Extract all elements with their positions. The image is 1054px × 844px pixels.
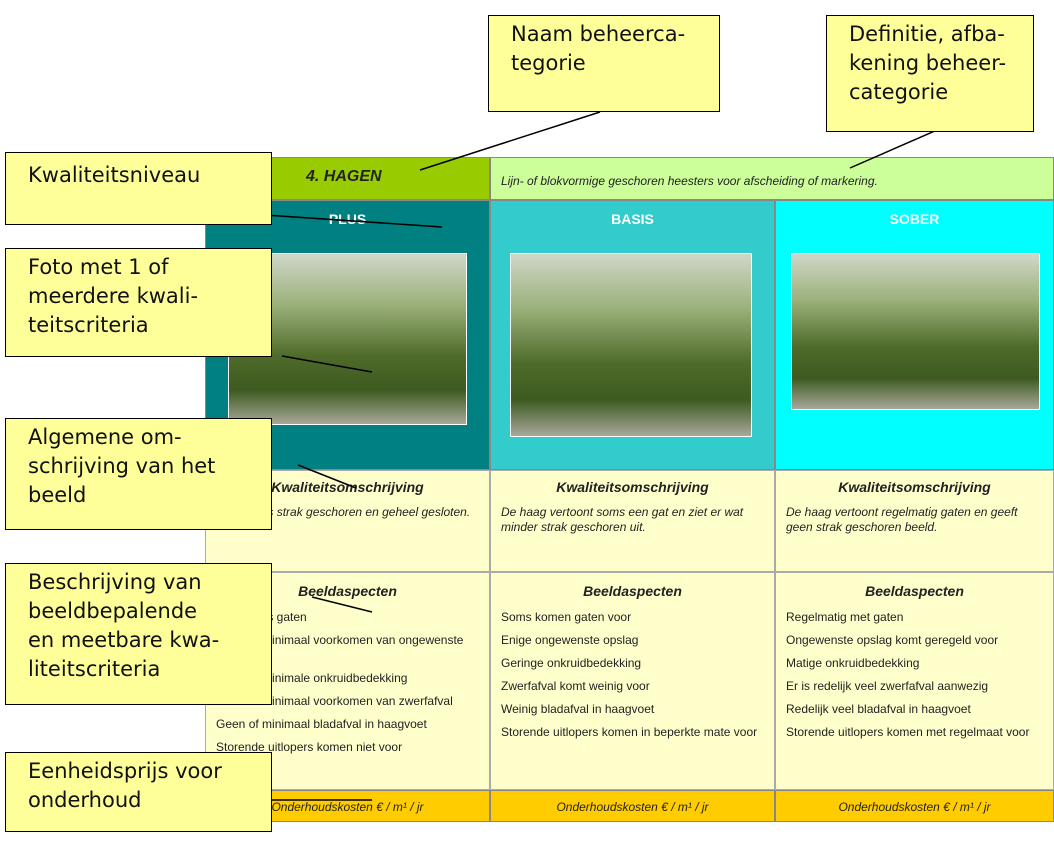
aspects-list: Soms komen gaten voor Enige ongewenste op… [501,610,762,748]
aspects-list: Nauwelijks gatenGeen of minimaal voorkom… [216,610,477,763]
aspect-item: Matige onkruidbedekking [786,656,920,670]
callout: Kwaliteitsniveau [5,152,272,225]
definition-cell: Lijn- of blokvormige geschoren heesters … [490,157,1054,200]
description-heading: Kwaliteitsomschrijving [838,479,991,495]
aspect-item: Enige ongewenste opslag [501,633,639,647]
callout-line: categorie [849,80,949,104]
callout-line: Beschrijving van [28,570,202,594]
aspect-item: Geringe onkruidbedekking [501,656,642,670]
callout-line: beeld [28,483,87,507]
cost-cell: Onderhoudskosten € / m¹ / jr [775,790,1054,822]
photo [791,253,1040,410]
callout-line: kening beheer- [849,51,1007,75]
aspect-item: Geen of minimaal voorkomen van zwerfafva… [216,694,453,708]
callout: Definitie, afba-kening beheer-categorie [826,15,1034,132]
description-cell: Kwaliteitsomschrijving De haag vertoont s… [490,470,775,572]
aspect-item: Storende uitlopers komen niet voor [216,740,403,754]
description-text: De haag vertoont regelmatig gaten en gee… [786,505,1018,534]
callout-line: Naam beheerca- [511,22,686,46]
callout-line: meerdere kwali- [28,284,199,308]
level-label: BASIS [611,211,654,227]
callout: Naam beheerca-tegorie [488,15,720,112]
aspect-item: Zwerfafval komt weinig voor [501,679,650,693]
level-label: SOBER [889,211,940,227]
callout-line: Foto met 1 of [28,255,169,279]
aspects-heading: Beeldaspecten [298,583,397,599]
description-text: De haag is strak geschoren en geheel ges… [216,505,471,519]
callout-line: Kwaliteitsniveau [28,163,201,187]
aspect-item: Soms komen gaten voor [501,610,632,624]
callout-line: Eenheidsprijs voor [28,759,222,783]
aspect-item: Regelmatig met gaten [786,610,904,624]
callout-line: onderhoud [28,788,142,812]
callout-line: Definitie, afba- [849,22,1005,46]
callout-line: en meetbare kwa- [28,628,220,652]
aspects-heading: Beeldaspecten [865,583,964,599]
aspect-item: Storende uitlopers komen in beperkte mat… [501,725,758,739]
aspects-cell: Beeldaspecten Soms komen gaten voor Enige … [490,572,775,790]
description-heading: Kwaliteitsomschrijving [556,479,709,495]
aspect-item: Ongewenste opslag komt geregeld voor [786,633,999,647]
aspect-item: Storende uitlopers komen met regelmaat v… [786,725,1030,739]
callout-line: tegorie [511,51,586,75]
callout: Foto met 1 of meerdere kwali-teitscriteri… [5,248,272,357]
aspects-heading: Beeldaspecten [583,583,682,599]
aspect-item: Redelijk veel bladafval in haagvoet [786,702,971,716]
callout-line: Algemene om- [28,425,182,449]
aspect-item: Geen of minimaal bladafval in haagvoet [216,717,427,731]
callout-line: schrijving van het [28,454,216,478]
callout: Beschrijving van beeldbepalende en meetbar… [5,563,272,705]
aspect-item: Er is redelijk veel zwerfafval aanwezig [786,679,989,693]
description-text: De haag vertoont soms een gat en ziet er… [501,505,744,534]
aspects-cell: Beeldaspecten Regelmatig met gaten Ongewen… [775,572,1054,790]
description-cell: Kwaliteitsomschrijving De haag vertoont r… [775,470,1054,572]
callout-line: beeldbepalende [28,599,198,623]
aspect-item: Weinig bladafval in haagvoet [501,702,655,716]
callout-line: teitscriteria [28,313,149,337]
photo [510,253,752,437]
callout-line: liteitscriteria [28,657,161,681]
callout: Eenheidsprijs voor onderhoud [5,752,272,832]
aspects-list: Regelmatig met gaten Ongewenste opslag ko… [786,610,1041,748]
callout: Algemene om-schrijving van het beeld [5,418,272,530]
cost-cell: Onderhoudskosten € / m¹ / jr [490,790,775,822]
